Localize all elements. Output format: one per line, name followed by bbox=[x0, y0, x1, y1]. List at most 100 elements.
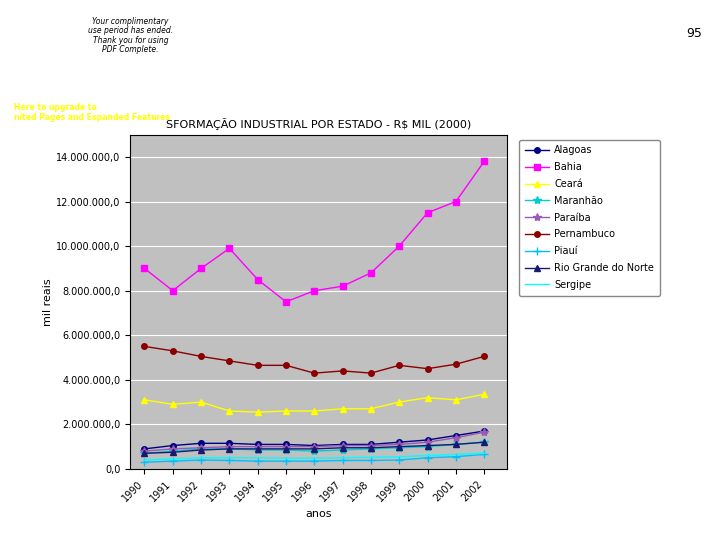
Rio Grande do Norte bbox=[140, 450, 149, 457]
Rio Grande do Norte bbox=[480, 439, 489, 445]
Sergipe bbox=[225, 454, 234, 461]
Line: Bahia: Bahia bbox=[141, 158, 488, 305]
Ceará bbox=[452, 397, 460, 403]
Paraíba bbox=[225, 444, 234, 450]
Piauí bbox=[452, 453, 460, 460]
Line: Sergipe: Sergipe bbox=[145, 453, 484, 460]
Maranhão bbox=[338, 447, 347, 453]
Pernambuco bbox=[197, 353, 206, 360]
Line: Pernambuco: Pernambuco bbox=[142, 344, 487, 376]
Sergipe bbox=[197, 454, 206, 461]
Alagoas bbox=[310, 443, 319, 449]
Rio Grande do Norte bbox=[169, 449, 177, 455]
Paraíba bbox=[310, 444, 319, 450]
Line: Ceará: Ceará bbox=[141, 391, 488, 416]
Alagoas bbox=[424, 437, 432, 443]
Alagoas bbox=[253, 441, 262, 448]
Rio Grande do Norte bbox=[366, 445, 375, 451]
Paraíba bbox=[424, 439, 432, 445]
Rio Grande do Norte bbox=[310, 446, 319, 452]
X-axis label: anos: anos bbox=[306, 509, 332, 519]
Bahia bbox=[253, 277, 262, 283]
Pernambuco bbox=[253, 362, 262, 369]
Rio Grande do Norte bbox=[197, 447, 206, 453]
Alagoas bbox=[197, 440, 206, 446]
Rio Grande do Norte bbox=[452, 441, 460, 448]
Text: PDF Complete.: PDF Complete. bbox=[102, 45, 159, 54]
Maranhão bbox=[140, 450, 149, 457]
Pernambuco bbox=[480, 353, 489, 360]
Piauí bbox=[253, 458, 262, 465]
Maranhão bbox=[395, 445, 403, 451]
Paraíba bbox=[282, 444, 290, 450]
Bahia bbox=[452, 198, 460, 205]
Bahia bbox=[197, 265, 206, 272]
Pernambuco bbox=[282, 362, 290, 369]
Pernambuco bbox=[225, 358, 234, 364]
Line: Piauí: Piauí bbox=[140, 450, 488, 466]
Ceará bbox=[253, 409, 262, 416]
Maranhão bbox=[282, 447, 290, 453]
Title: SFORMAÇÃO INDUSTRIAL POR ESTADO - R$ MIL (2000): SFORMAÇÃO INDUSTRIAL POR ESTADO - R$ MIL… bbox=[166, 118, 471, 130]
Bahia bbox=[282, 299, 290, 305]
Paraíba bbox=[140, 448, 149, 454]
Text: Thank you for using: Thank you for using bbox=[93, 36, 168, 45]
Ceará bbox=[140, 397, 149, 403]
Line: Maranhão: Maranhão bbox=[140, 438, 488, 458]
Sergipe bbox=[480, 450, 489, 457]
Pernambuco bbox=[395, 362, 403, 369]
Piauí bbox=[169, 458, 177, 465]
Piauí bbox=[225, 457, 234, 464]
Rio Grande do Norte bbox=[395, 444, 403, 450]
Paraíba bbox=[338, 443, 347, 449]
Paraíba bbox=[452, 434, 460, 441]
Piauí bbox=[424, 454, 432, 461]
Maranhão bbox=[424, 444, 432, 450]
Text: nited Pages and Expanded Features: nited Pages and Expanded Features bbox=[14, 113, 170, 122]
Alagoas bbox=[225, 440, 234, 446]
Legend: Alagoas, Bahia, Ceará, Maranhão, Paraíba, Pernambuco, Piauí, Rio Grande do Norte: Alagoas, Bahia, Ceará, Maranhão, Paraíba… bbox=[519, 140, 660, 296]
Pernambuco bbox=[452, 361, 460, 368]
Ceará bbox=[366, 405, 375, 412]
Sergipe bbox=[140, 457, 149, 463]
Piauí bbox=[395, 457, 403, 463]
Paraíba bbox=[253, 444, 262, 450]
Text: Your complimentary: Your complimentary bbox=[92, 17, 169, 26]
Text: 95: 95 bbox=[686, 27, 702, 40]
Alagoas bbox=[282, 441, 290, 448]
Paraíba bbox=[480, 429, 489, 436]
Maranhão bbox=[480, 439, 489, 445]
Ceará bbox=[282, 408, 290, 414]
Bahia bbox=[310, 287, 319, 294]
Sergipe bbox=[424, 452, 432, 459]
Maranhão bbox=[197, 446, 206, 452]
Text: Here to upgrade to: Here to upgrade to bbox=[14, 103, 97, 113]
Rio Grande do Norte bbox=[253, 446, 262, 452]
Ceará bbox=[197, 399, 206, 405]
Sergipe bbox=[253, 454, 262, 461]
Pernambuco bbox=[366, 370, 375, 376]
Sergipe bbox=[366, 454, 375, 461]
Piauí bbox=[338, 457, 347, 464]
Piauí bbox=[197, 457, 206, 463]
Alagoas bbox=[395, 439, 403, 445]
Ceará bbox=[225, 408, 234, 414]
Sergipe bbox=[452, 451, 460, 458]
Bahia bbox=[480, 158, 489, 165]
Sergipe bbox=[338, 454, 347, 461]
Bahia bbox=[225, 245, 234, 252]
Maranhão bbox=[253, 447, 262, 453]
Text: use period has ended.: use period has ended. bbox=[88, 26, 173, 36]
Ceará bbox=[424, 395, 432, 401]
Alagoas bbox=[338, 441, 347, 448]
Paraíba bbox=[169, 446, 177, 452]
Alagoas bbox=[169, 443, 177, 449]
Rio Grande do Norte bbox=[282, 446, 290, 452]
Bahia bbox=[424, 210, 432, 216]
Ceará bbox=[310, 408, 319, 414]
Ceará bbox=[169, 401, 177, 407]
Pernambuco bbox=[169, 348, 177, 354]
Bahia bbox=[169, 287, 177, 294]
Paraíba bbox=[395, 441, 403, 448]
Bahia bbox=[395, 243, 403, 250]
